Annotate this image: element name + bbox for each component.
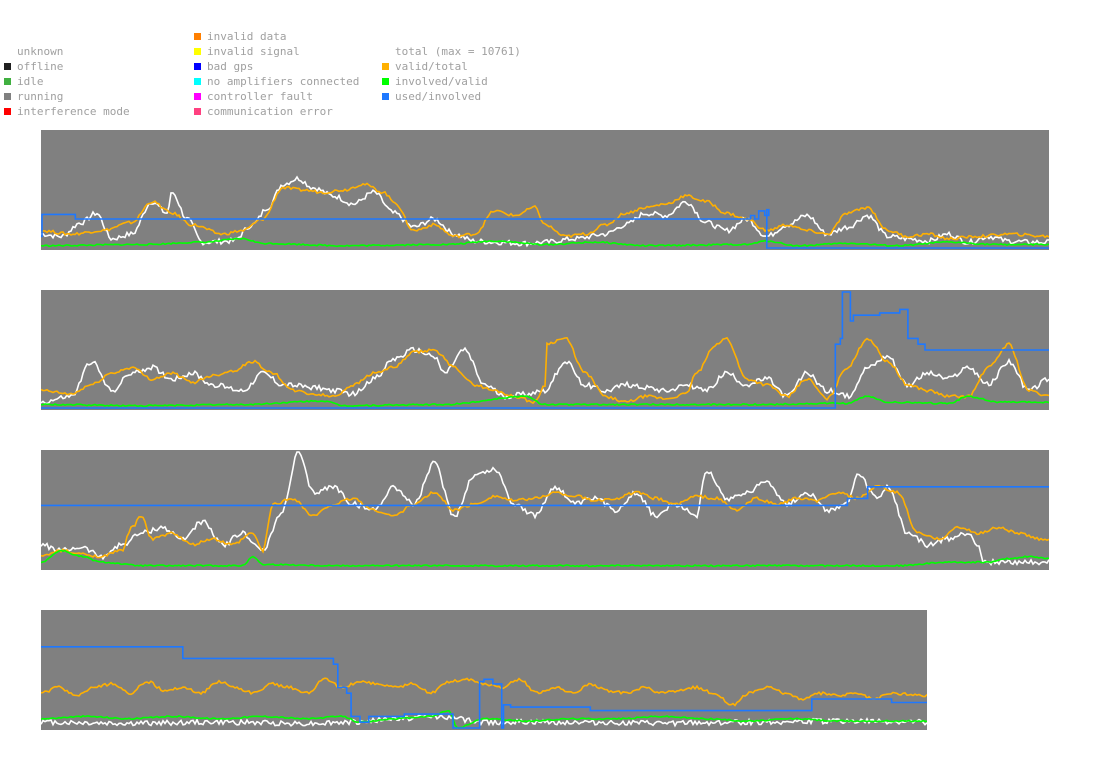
legend-swatch	[194, 78, 201, 85]
legend-swatch	[194, 48, 201, 55]
series-line-total-max	[41, 713, 927, 728]
series-line-involved-valid	[41, 237, 1049, 248]
chart-panel-1	[41, 130, 1049, 250]
legend-swatch	[4, 78, 11, 85]
series-line-involved-valid	[41, 549, 1049, 568]
series-line-valid-total	[41, 677, 927, 707]
legend-label: invalid signal	[207, 45, 300, 58]
legend-swatch	[382, 78, 389, 85]
chart-svg	[41, 646, 927, 729]
series-line-involved-valid	[41, 395, 1049, 408]
series-line-total-max	[41, 346, 1049, 405]
chart-svg	[41, 451, 1049, 568]
legend-label: interference mode	[17, 105, 130, 118]
legend-swatch	[4, 93, 11, 100]
series-line-used-involved	[41, 208, 1049, 249]
legend-label: running	[17, 90, 64, 103]
legend-swatch	[382, 63, 389, 70]
legend-swatch	[382, 93, 389, 100]
legend-errors: invalid data invalid signal bad gps no a…	[194, 0, 384, 125]
legend-swatch	[194, 63, 201, 70]
series-line-valid-total	[41, 182, 1049, 241]
legend-label: invalid data	[207, 30, 287, 43]
series-line-involved-valid	[41, 709, 927, 729]
legend-label: unknown	[17, 45, 64, 58]
legend-swatch	[382, 48, 389, 55]
series-line-used-involved	[41, 291, 1049, 409]
chart-svg	[41, 175, 1049, 249]
legend-swatch	[4, 48, 11, 55]
legend-status: unknown offline idle running interferenc…	[4, 0, 194, 125]
series-line-total-max	[41, 175, 1049, 248]
series-line-total-max	[41, 451, 1049, 567]
series-line-valid-total	[41, 336, 1049, 405]
legend-label: communication error	[207, 105, 333, 118]
legend-label: idle	[17, 75, 44, 88]
legend-label: valid/total	[395, 60, 468, 73]
legend-swatch	[4, 108, 11, 115]
legend-swatch	[194, 93, 201, 100]
chart-panel-2	[41, 290, 1049, 410]
legend-label: used/involved	[395, 90, 482, 103]
legend-label: offline	[17, 60, 64, 73]
legend-swatch	[194, 108, 201, 115]
chart-panel-3	[41, 450, 1049, 570]
series-line-used-involved	[41, 646, 927, 729]
legend-label: no amplifiers connected	[207, 75, 360, 88]
legend-swatch	[4, 63, 11, 70]
chart-svg	[41, 291, 1049, 409]
legend-label: bad gps	[207, 60, 254, 73]
series-line-valid-total	[41, 484, 1049, 559]
chart-panel-4	[41, 610, 927, 730]
legend-label: total (max = 10761)	[395, 45, 521, 58]
legend-ratios: total (max = 10761) valid/total involved…	[382, 0, 562, 125]
legend-swatch	[194, 33, 201, 40]
series-line-used-involved	[41, 486, 1049, 507]
legend-label: controller fault	[207, 90, 313, 103]
legend-label: involved/valid	[395, 75, 488, 88]
